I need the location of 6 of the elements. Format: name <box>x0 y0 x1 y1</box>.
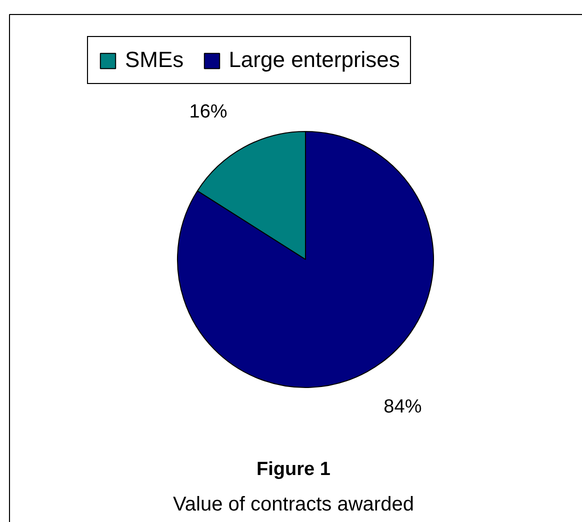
legend-label: Large enterprises <box>228 47 400 73</box>
text: Figure 1 <box>256 459 331 480</box>
text: Value of contracts awarded <box>173 494 414 516</box>
data-label: 84% <box>384 396 422 418</box>
legend-label: SMEs <box>125 47 184 73</box>
data-label: 16% <box>189 102 228 123</box>
